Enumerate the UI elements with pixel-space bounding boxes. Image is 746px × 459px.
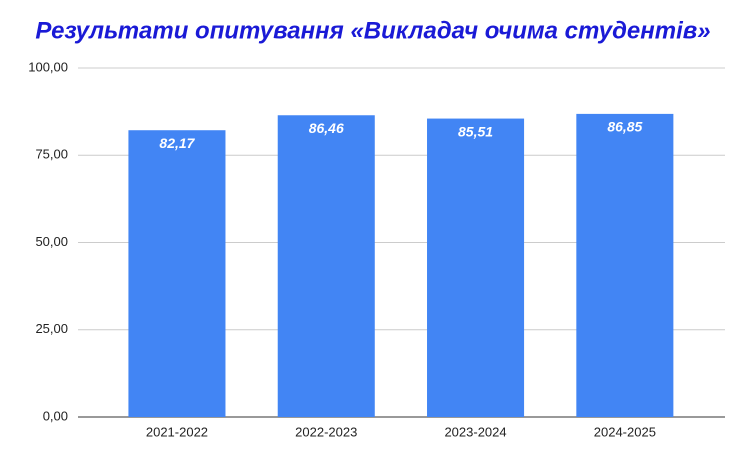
y-tick-label: 50,00 [35,234,68,249]
bar [277,115,375,417]
y-tick-label: 25,00 [35,321,68,336]
y-tick-label: 75,00 [35,147,68,162]
value-label: 86,85 [607,119,642,135]
value-label: 86,46 [309,120,344,136]
y-tick-label: 100,00 [28,59,68,74]
bar [128,130,226,418]
x-tick-label: 2021-2022 [146,424,208,439]
x-tick-label: 2022-2023 [295,424,357,439]
value-label: 85,51 [458,123,493,139]
y-tick-label: 0,00 [43,408,68,423]
bar [576,113,674,418]
x-tick-label: 2024-2025 [594,424,656,439]
bar [427,118,525,417]
chart-title: Результати опитування «Викладач очима ст… [35,17,710,44]
x-tick-label: 2023-2024 [444,424,506,439]
value-label: 82,17 [159,135,195,151]
